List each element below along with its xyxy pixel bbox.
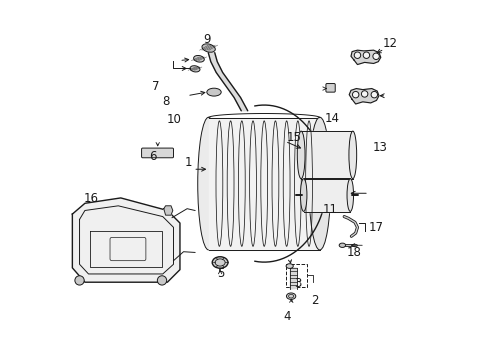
Text: 11: 11 xyxy=(323,203,337,216)
Text: 2: 2 xyxy=(310,294,318,307)
Text: 4: 4 xyxy=(283,310,291,323)
Circle shape xyxy=(361,91,367,97)
Text: 10: 10 xyxy=(167,113,182,126)
Ellipse shape xyxy=(339,243,345,247)
Ellipse shape xyxy=(346,179,353,211)
Polygon shape xyxy=(290,267,296,271)
Text: 5: 5 xyxy=(216,267,224,280)
Polygon shape xyxy=(208,53,247,111)
Ellipse shape xyxy=(297,131,305,179)
Polygon shape xyxy=(303,178,349,212)
Ellipse shape xyxy=(308,117,330,250)
Polygon shape xyxy=(163,206,172,215)
Text: 12: 12 xyxy=(382,36,396,50)
Text: 3: 3 xyxy=(293,278,301,291)
Polygon shape xyxy=(290,278,296,282)
Circle shape xyxy=(157,276,166,285)
Polygon shape xyxy=(350,50,380,64)
Ellipse shape xyxy=(285,264,293,269)
FancyBboxPatch shape xyxy=(142,148,173,158)
Circle shape xyxy=(372,53,379,59)
Text: 13: 13 xyxy=(372,141,386,154)
Text: 15: 15 xyxy=(286,131,301,144)
Ellipse shape xyxy=(206,88,221,96)
Ellipse shape xyxy=(190,66,200,72)
Circle shape xyxy=(363,52,369,58)
Polygon shape xyxy=(208,118,319,249)
Polygon shape xyxy=(290,285,296,289)
Circle shape xyxy=(75,276,84,285)
Ellipse shape xyxy=(202,44,215,52)
Text: 18: 18 xyxy=(346,246,361,259)
Text: 9: 9 xyxy=(203,32,210,46)
Ellipse shape xyxy=(212,257,227,268)
Text: 7: 7 xyxy=(152,80,160,93)
Circle shape xyxy=(353,52,360,58)
Ellipse shape xyxy=(197,117,219,250)
Polygon shape xyxy=(348,89,378,104)
Text: 8: 8 xyxy=(162,95,169,108)
Polygon shape xyxy=(290,271,296,275)
Circle shape xyxy=(370,91,377,98)
Text: 17: 17 xyxy=(367,221,383,234)
Polygon shape xyxy=(301,131,352,179)
Ellipse shape xyxy=(300,179,306,211)
Text: 14: 14 xyxy=(324,112,339,125)
Polygon shape xyxy=(72,198,180,282)
Ellipse shape xyxy=(286,293,295,300)
Circle shape xyxy=(352,91,358,98)
Ellipse shape xyxy=(193,55,204,62)
FancyBboxPatch shape xyxy=(325,84,335,92)
Ellipse shape xyxy=(348,131,356,179)
Text: 6: 6 xyxy=(149,150,157,163)
Polygon shape xyxy=(290,282,296,285)
Text: 16: 16 xyxy=(83,192,98,205)
Text: 1: 1 xyxy=(185,156,192,168)
Polygon shape xyxy=(290,275,296,278)
